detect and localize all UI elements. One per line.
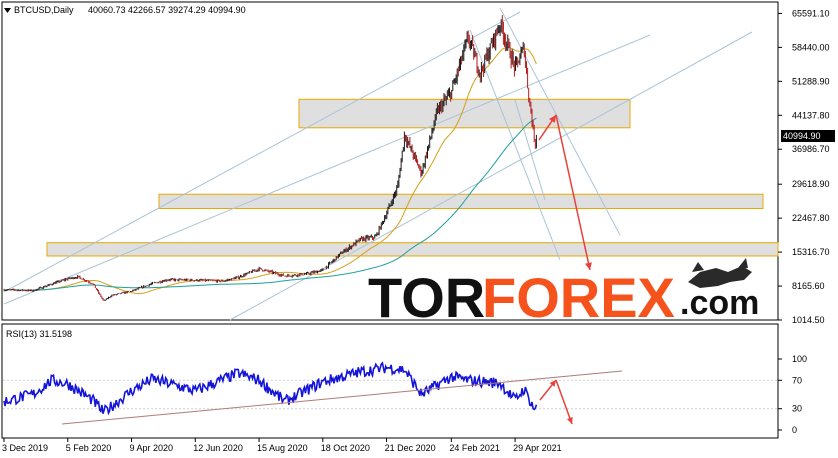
rsi-y-tick-label: 0: [792, 425, 797, 435]
x-tick-label: 24 Feb 2021: [449, 443, 500, 453]
x-tick-label: 5 Feb 2020: [66, 443, 112, 453]
price-badge: 40994.90: [783, 131, 821, 141]
rsi-arrow-down-head: [566, 417, 573, 424]
y-tick-label: 44137.80: [792, 110, 830, 120]
rsi-line: [3, 361, 538, 416]
y-tick-label: 1014.50: [792, 315, 825, 325]
support-resistance-zone: [298, 98, 631, 129]
rsi-trend-line: [61, 370, 623, 425]
y-tick-label: 36986.70: [792, 144, 830, 154]
price-panel: [1, 1, 779, 321]
logo-text-tor: TOR: [368, 266, 485, 329]
trend-line: [3, 11, 521, 293]
x-tick-label: 15 Aug 2020: [257, 443, 308, 453]
moving-average-slow: [3, 117, 537, 291]
y-tick-label: 58440.00: [792, 42, 830, 52]
trend-line: [3, 34, 651, 305]
x-tick-label: 29 Apr 2021: [513, 443, 562, 453]
rsi-y-tick-label: 70: [792, 375, 802, 385]
moving-average-fast: [3, 46, 537, 295]
symbol-label: BTCUSD,Daily: [14, 5, 74, 15]
trend-line: [514, 99, 546, 201]
torforex-logo: TOR FOREX .com: [368, 258, 759, 329]
x-tick-label: 3 Dec 2019: [2, 443, 48, 453]
logo-text-forex: FOREX: [482, 266, 675, 329]
forecast-arrow-up-head: [549, 115, 556, 123]
rsi-label: RSI(13) 31.5198: [6, 329, 72, 339]
support-resistance-zone: [158, 193, 764, 210]
price-badge-bg: [781, 130, 835, 142]
rsi-y-tick-label: 30: [792, 404, 802, 414]
y-tick-label: 51288.90: [792, 76, 830, 86]
forecast-arrow-down-head: [585, 262, 592, 270]
ohlc-readout: 40060.73 42266.57 39274.29 40994.90: [88, 5, 246, 15]
y-tick-label: 15316.70: [792, 247, 830, 257]
x-tick-label: 9 Apr 2020: [130, 443, 174, 453]
bull-bear-icon: [688, 258, 752, 288]
y-tick-label: 65591.10: [792, 8, 830, 18]
support-resistance-zone: [46, 242, 779, 257]
rsi-arrow-up-head: [549, 380, 556, 387]
rsi-y-tick-label: 100: [792, 354, 807, 364]
rsi-panel: [1, 323, 779, 439]
rsi-arrow-down: [555, 379, 573, 425]
y-tick-label: 29618.90: [792, 179, 830, 189]
y-tick-label: 8165.60: [792, 281, 825, 291]
dropdown-triangle-icon[interactable]: [4, 8, 11, 13]
logo-text-com: .com: [680, 284, 759, 322]
trend-line: [499, 7, 621, 236]
forecast-arrow-down: [555, 114, 591, 271]
x-tick-label: 18 Oct 2020: [321, 443, 370, 453]
x-tick-label: 21 Dec 2020: [385, 443, 436, 453]
y-tick-label: 22467.80: [792, 213, 830, 223]
x-tick-label: 12 Jun 2020: [193, 443, 243, 453]
